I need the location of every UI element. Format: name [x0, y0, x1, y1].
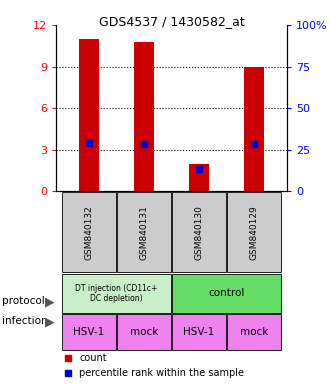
Text: ▶: ▶ [45, 315, 54, 328]
Text: GSM840129: GSM840129 [249, 205, 259, 260]
Text: GSM840130: GSM840130 [195, 205, 204, 260]
Bar [227, 192, 281, 272]
Bar [62, 192, 116, 272]
Text: percentile rank within the sample: percentile rank within the sample [79, 368, 244, 378]
Text: HSV-1: HSV-1 [183, 327, 215, 337]
Bar [117, 192, 171, 272]
Bar [80, 39, 99, 192]
Text: DT injection (CD11c+
DC depletion): DT injection (CD11c+ DC depletion) [76, 283, 158, 303]
Bar [189, 164, 209, 192]
Text: infection: infection [2, 316, 47, 326]
Bar [172, 274, 281, 313]
Bar [117, 314, 171, 350]
Text: GSM840131: GSM840131 [140, 205, 148, 260]
Text: mock: mock [240, 327, 268, 337]
Bar [245, 66, 264, 192]
Text: mock: mock [130, 327, 158, 337]
Text: GSM840132: GSM840132 [84, 205, 94, 260]
Text: ▶: ▶ [45, 295, 54, 308]
Bar [172, 314, 226, 350]
Bar [62, 314, 116, 350]
Text: protocol: protocol [2, 296, 45, 306]
Bar [172, 192, 226, 272]
Text: control: control [209, 288, 245, 298]
Bar [135, 41, 154, 192]
Bar [62, 274, 171, 313]
Text: HSV-1: HSV-1 [74, 327, 105, 337]
Text: GDS4537 / 1430582_at: GDS4537 / 1430582_at [99, 15, 245, 28]
Bar [227, 314, 281, 350]
Text: count: count [79, 353, 107, 363]
